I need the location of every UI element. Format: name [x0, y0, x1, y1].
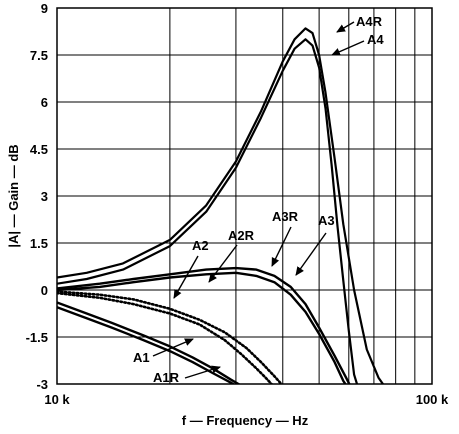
- series-layer: [57, 27, 385, 384]
- y-tick-label: 1.5: [30, 236, 48, 251]
- series-line-a1r: [57, 301, 241, 384]
- plot-frame: [56, 7, 433, 385]
- annotation-label-a1: A1: [133, 350, 150, 365]
- y-tick-label: 9: [41, 1, 48, 16]
- series-line-a4: [57, 38, 359, 384]
- y-axis-title: |A| — Gain — dB: [6, 144, 21, 247]
- annotation-arrow: [331, 40, 365, 56]
- y-tick-label: 4.5: [30, 142, 48, 157]
- y-tick-label: -1.5: [26, 330, 48, 345]
- series-line-a1: [57, 306, 236, 384]
- annotation-label-a3r: A3R: [272, 209, 299, 224]
- series-line-a3: [57, 271, 347, 384]
- series-line-a4r: [57, 27, 385, 384]
- annotation-label-a3: A3: [318, 213, 335, 228]
- annotation-arrow: [208, 244, 238, 283]
- x-axis-title: f — Frequency — Hz: [182, 413, 309, 428]
- annotation-label-a2: A2: [192, 238, 209, 253]
- y-tick-label: 3: [41, 189, 48, 204]
- annotation-label-a4r: A4R: [356, 14, 383, 29]
- x-tick-labels: 10 k 100 k: [44, 392, 449, 407]
- y-tick-label: -3: [36, 377, 48, 392]
- x-tick-label: 100 k: [416, 392, 449, 407]
- annotation-arrow: [271, 226, 292, 267]
- series-line-a2: [57, 291, 274, 384]
- annotation-label-a1r: A1R: [153, 370, 180, 385]
- annotation-arrow: [295, 232, 327, 276]
- y-tick-label: 7.5: [30, 48, 48, 63]
- annotation-arrow: [336, 21, 355, 33]
- y-tick-labels: 9 7.5 6 4.5 3 1.5 0 -1.5 -3: [26, 1, 48, 392]
- x-tick-label: 10 k: [44, 392, 70, 407]
- y-tick-label: 6: [41, 95, 48, 110]
- annotation-arrow: [152, 338, 194, 357]
- y-tick-label: 0: [41, 283, 48, 298]
- annotation-arrow: [184, 365, 221, 379]
- series-line-a2r: [57, 290, 284, 384]
- series-line-a3r: [57, 266, 351, 384]
- annotation-label-a4: A4: [367, 32, 384, 47]
- annotation-label-a2r: A2R: [228, 228, 255, 243]
- annotation-arrow: [173, 255, 199, 299]
